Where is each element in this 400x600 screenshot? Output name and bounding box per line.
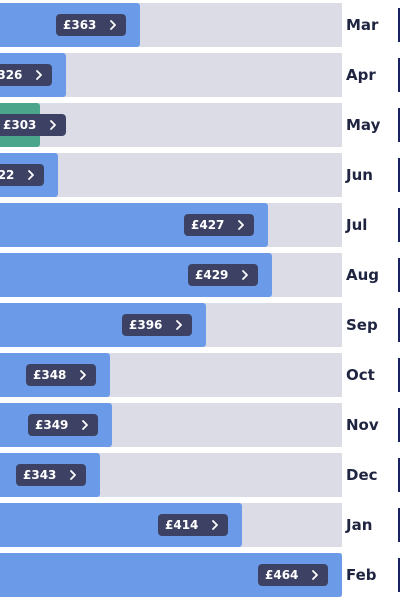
- value-label-text: £303: [3, 118, 37, 132]
- row-edge-marker: [398, 208, 400, 242]
- month-label: Sep: [346, 316, 378, 334]
- row-edge-marker: [398, 158, 400, 192]
- value-label-button[interactable]: £427: [184, 214, 254, 236]
- month-row-jul[interactable]: £427 Jul: [0, 203, 400, 247]
- value-label-button[interactable]: £322: [0, 164, 44, 186]
- month-row-jan[interactable]: £414 Jan: [0, 503, 400, 547]
- chevron-right-icon: [68, 464, 78, 486]
- chevron-right-icon: [310, 564, 320, 586]
- month-row-feb[interactable]: £464 Feb: [0, 553, 400, 597]
- chevron-right-icon: [108, 14, 118, 36]
- value-label-text: £348: [33, 368, 67, 382]
- month-label: Feb: [346, 566, 377, 584]
- value-label-button[interactable]: £396: [122, 314, 192, 336]
- value-label-text: £427: [191, 218, 225, 232]
- value-label-button[interactable]: £429: [188, 264, 258, 286]
- chevron-right-icon: [34, 64, 44, 86]
- value-label-text: £414: [165, 518, 199, 532]
- value-label-button[interactable]: £303: [0, 114, 66, 136]
- value-label-button[interactable]: £326: [0, 64, 52, 86]
- row-edge-marker: [398, 108, 400, 142]
- month-row-mar[interactable]: £363 Mar: [0, 3, 400, 47]
- chevron-right-icon: [48, 114, 58, 136]
- value-label-text: £429: [195, 268, 229, 282]
- value-label-button[interactable]: £464: [258, 564, 328, 586]
- month-row-jun[interactable]: £322 Jun: [0, 153, 400, 197]
- month-row-apr[interactable]: £326 Apr: [0, 53, 400, 97]
- chevron-right-icon: [210, 514, 220, 536]
- month-label: Aug: [346, 266, 380, 284]
- value-label-text: £363: [63, 18, 97, 32]
- chevron-right-icon: [240, 264, 250, 286]
- row-edge-marker: [398, 308, 400, 342]
- month-label: Dec: [346, 466, 378, 484]
- month-label: Jun: [346, 166, 373, 184]
- month-label: Mar: [346, 16, 379, 34]
- value-label-text: £343: [23, 468, 57, 482]
- value-label-text: £396: [129, 318, 163, 332]
- month-row-oct[interactable]: £348 Oct: [0, 353, 400, 397]
- row-edge-marker: [398, 558, 400, 592]
- value-label-text: £349: [35, 418, 69, 432]
- month-label: Nov: [346, 416, 379, 434]
- value-label-text: £464: [265, 568, 299, 582]
- month-label: Jul: [346, 216, 368, 234]
- month-label: Oct: [346, 366, 375, 384]
- month-row-sep[interactable]: £396 Sep: [0, 303, 400, 347]
- value-label-button[interactable]: £343: [16, 464, 86, 486]
- chevron-right-icon: [236, 214, 246, 236]
- value-label-button[interactable]: £348: [26, 364, 96, 386]
- value-label-button[interactable]: £349: [28, 414, 98, 436]
- chevron-right-icon: [78, 364, 88, 386]
- month-label: Apr: [346, 66, 376, 84]
- row-edge-marker: [398, 458, 400, 492]
- row-edge-marker: [398, 508, 400, 542]
- row-edge-marker: [398, 258, 400, 292]
- month-row-dec[interactable]: £343 Dec: [0, 453, 400, 497]
- month-row-nov[interactable]: £349 Nov: [0, 403, 400, 447]
- value-label-text: £326: [0, 68, 23, 82]
- value-label-button[interactable]: £414: [158, 514, 228, 536]
- row-edge-marker: [398, 8, 400, 42]
- month-row-aug[interactable]: £429 Aug: [0, 253, 400, 297]
- month-label: May: [346, 116, 381, 134]
- row-edge-marker: [398, 408, 400, 442]
- row-edge-marker: [398, 58, 400, 92]
- value-label-button[interactable]: £363: [56, 14, 126, 36]
- month-row-may[interactable]: £303 May: [0, 103, 400, 147]
- chevron-right-icon: [26, 164, 36, 186]
- row-edge-marker: [398, 358, 400, 392]
- chevron-right-icon: [80, 414, 90, 436]
- month-label: Jan: [346, 516, 373, 534]
- chevron-right-icon: [174, 314, 184, 336]
- value-label-text: £322: [0, 168, 15, 182]
